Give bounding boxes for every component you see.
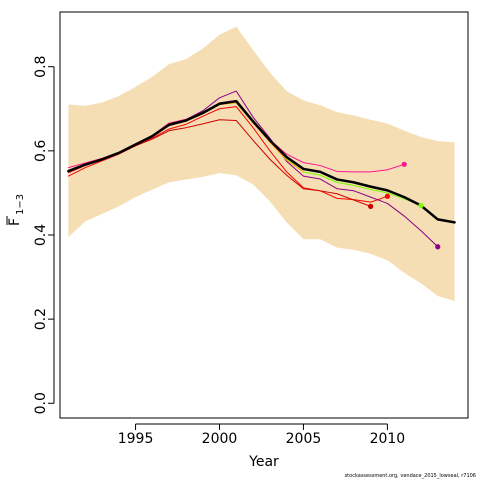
y-axis-title-subscript: 1−3 [15, 194, 26, 215]
confidence-band-layer [68, 26, 455, 302]
y-tick-label: 0.4 [33, 224, 49, 246]
y-tick-label: 0.8 [33, 56, 49, 78]
x-tick-label: 2000 [202, 431, 238, 447]
y-axis-title-main: F [7, 218, 23, 226]
y-axis: 0.0 0.2 0.4 0.6 0.8 [33, 56, 55, 414]
y-tick-label: 0.0 [33, 392, 49, 414]
x-axis: 1995 2000 2005 2010 [118, 423, 406, 447]
plot-frame [59, 11, 469, 419]
footnote: stockassessment.org, vendace_2015_lowsea… [345, 473, 476, 479]
series-endpoint-4 [418, 202, 424, 209]
y-axis-title: F 1−3 [6, 194, 26, 226]
series-endpoint-2 [368, 203, 374, 209]
x-tick-label: 2005 [286, 431, 322, 447]
series-endpoint-3 [401, 161, 407, 167]
x-tick-label: 2010 [370, 431, 406, 447]
x-axis-title: Year [248, 454, 279, 470]
confidence-band [68, 26, 455, 302]
x-tick-label: 1995 [118, 431, 154, 447]
series-endpoint-5 [435, 244, 441, 250]
y-tick-label: 0.6 [33, 140, 49, 162]
series-line-0 [67, 99, 456, 224]
y-tick-label: 0.2 [33, 308, 49, 330]
series-layer [67, 90, 456, 250]
series-endpoint-1 [384, 193, 391, 199]
